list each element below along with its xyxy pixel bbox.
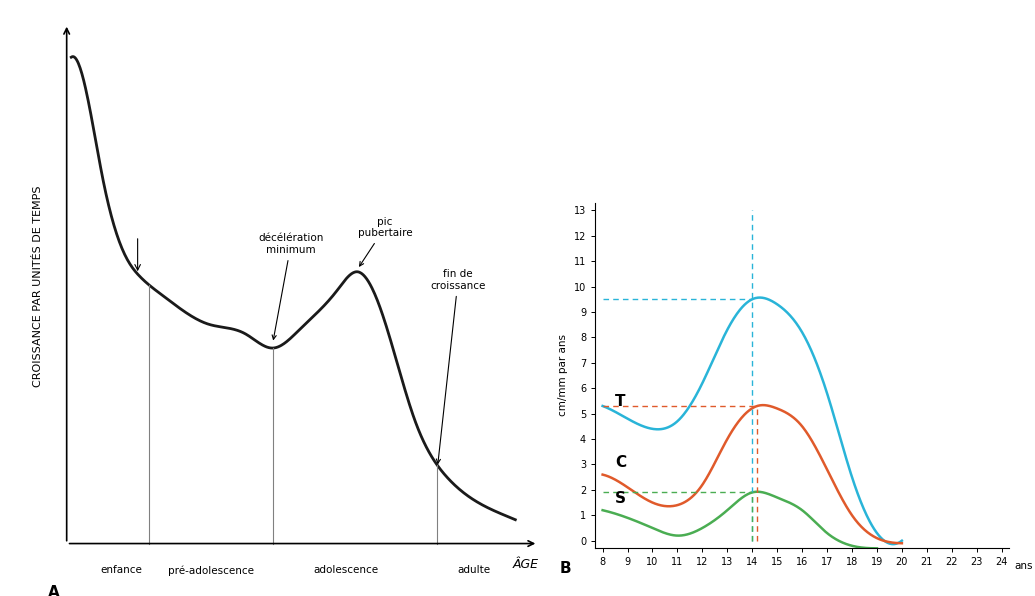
Text: pic
pubertaire: pic pubertaire xyxy=(357,217,412,266)
Text: fin de
croissance: fin de croissance xyxy=(431,269,485,463)
Y-axis label: cm/mm par ans: cm/mm par ans xyxy=(558,334,568,417)
Text: ans: ans xyxy=(1014,561,1033,571)
Text: T: T xyxy=(615,394,625,409)
Text: S: S xyxy=(615,491,626,505)
Text: B: B xyxy=(559,561,571,576)
Text: enfance: enfance xyxy=(100,565,143,575)
Text: décélération
minimum: décélération minimum xyxy=(259,234,324,339)
Text: ÂGE: ÂGE xyxy=(512,558,538,571)
Text: C: C xyxy=(615,455,626,470)
Text: adolescence: adolescence xyxy=(314,565,379,575)
Text: A: A xyxy=(48,585,60,596)
Text: CROISSANCE PAR UNITÉS DE TEMPS: CROISSANCE PAR UNITÉS DE TEMPS xyxy=(33,185,43,387)
Text: pré-adolescence: pré-adolescence xyxy=(168,565,254,576)
Text: adulte: adulte xyxy=(457,565,491,575)
